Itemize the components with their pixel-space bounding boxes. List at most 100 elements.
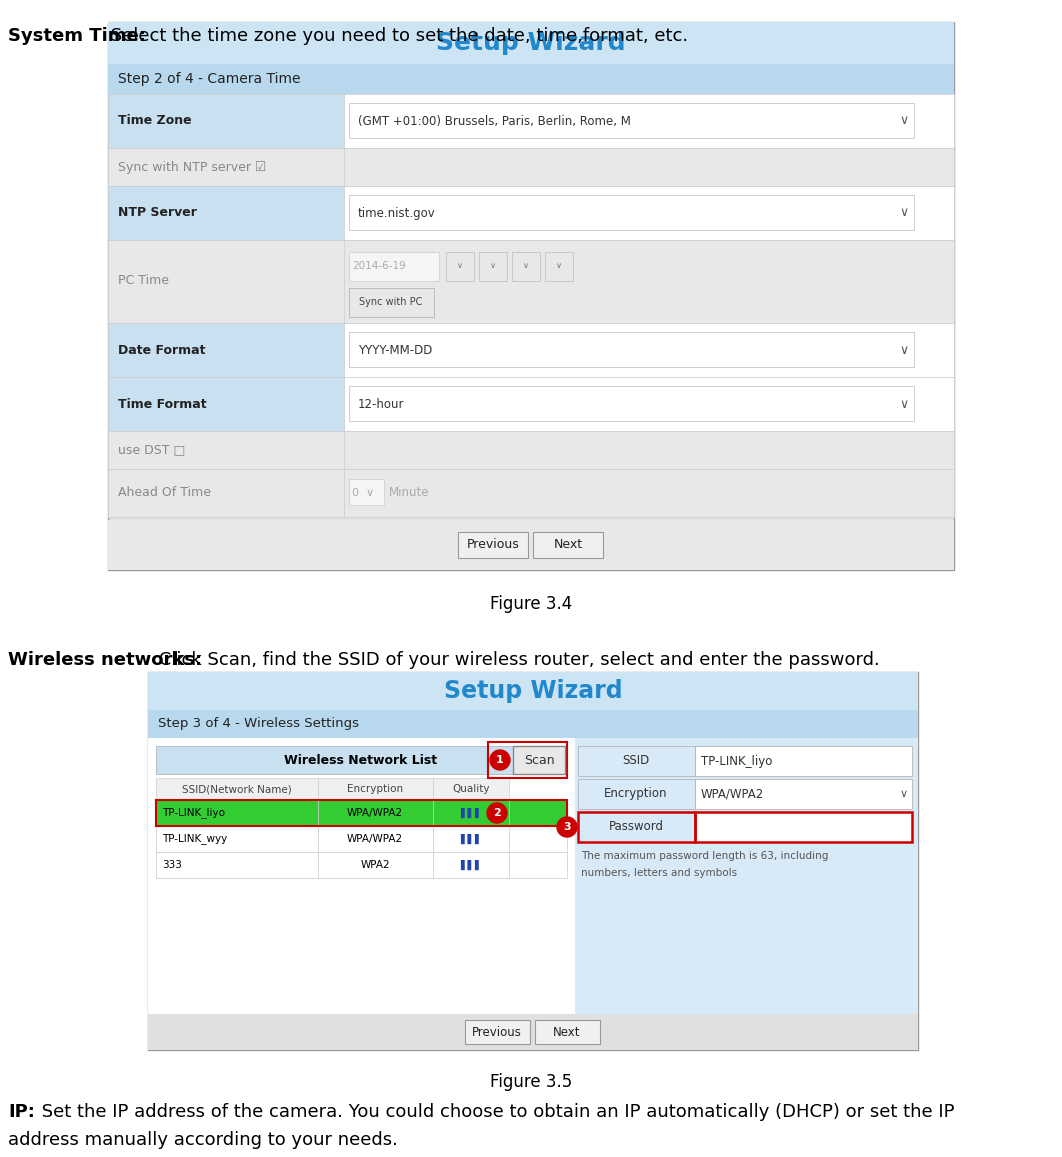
Bar <box>512 252 539 281</box>
Text: time.nist.gov: time.nist.gov <box>358 206 435 220</box>
Bar <box>108 323 954 377</box>
Text: numbers, letters and symbols: numbers, letters and symbols <box>581 868 737 878</box>
Text: Time Format: Time Format <box>118 398 207 411</box>
Text: ▌▌▌: ▌▌▌ <box>460 860 482 870</box>
Text: Password: Password <box>609 820 664 833</box>
Bar <box>695 812 912 842</box>
Text: Wireless networks:: Wireless networks: <box>8 651 202 669</box>
Text: Encryption: Encryption <box>347 784 404 794</box>
Bar <box>695 779 912 809</box>
Text: (GMT +01:00) Brussels, Paris, Berlin, Rome, M: (GMT +01:00) Brussels, Paris, Berlin, Ro… <box>358 115 631 127</box>
Bar <box>108 469 954 517</box>
Bar <box>318 826 433 852</box>
Bar <box>148 710 918 738</box>
Bar <box>156 826 567 852</box>
Bar <box>535 1020 600 1044</box>
Bar <box>349 103 914 138</box>
Text: SSID(Network Name): SSID(Network Name) <box>182 784 292 794</box>
Text: SSID: SSID <box>622 754 650 767</box>
Circle shape <box>490 750 510 771</box>
Text: WPA/WPA2: WPA/WPA2 <box>347 808 404 818</box>
Bar <box>108 148 344 186</box>
Text: 3: 3 <box>563 821 570 832</box>
Text: Time Zone: Time Zone <box>118 115 191 127</box>
Bar <box>108 377 954 432</box>
Bar <box>148 738 575 1014</box>
Bar <box>318 778 433 799</box>
Bar <box>108 239 954 323</box>
Text: ∨: ∨ <box>555 261 562 271</box>
Text: ∨: ∨ <box>900 115 909 127</box>
Bar <box>108 519 954 570</box>
Bar <box>156 852 567 878</box>
Bar <box>489 742 567 778</box>
Bar <box>156 852 318 878</box>
Text: Ahead Of Time: Ahead Of Time <box>118 486 211 500</box>
Bar <box>349 332 914 367</box>
Text: Scan: Scan <box>524 753 554 766</box>
Bar <box>108 186 344 239</box>
Bar <box>108 186 954 239</box>
Text: The maximum password length is 63, including: The maximum password length is 63, inclu… <box>581 852 828 861</box>
Text: Quality: Quality <box>452 784 490 794</box>
Text: Wireless Network List: Wireless Network List <box>285 753 438 766</box>
Bar <box>148 1014 918 1051</box>
Text: Date Format: Date Format <box>118 344 206 356</box>
Text: Sync with PC: Sync with PC <box>359 297 423 307</box>
Text: Set the IP address of the camera. You could choose to obtain an IP automatically: Set the IP address of the camera. You co… <box>36 1103 955 1121</box>
Bar <box>318 852 433 878</box>
Text: 0  ∨: 0 ∨ <box>352 488 374 498</box>
Bar <box>108 239 344 323</box>
Text: Click Scan, find the SSID of your wireless router, select and enter the password: Click Scan, find the SSID of your wirele… <box>153 651 879 669</box>
Bar <box>458 532 528 558</box>
Bar <box>156 746 567 774</box>
Bar <box>578 812 695 842</box>
Text: 12-hour: 12-hour <box>358 398 405 411</box>
Bar <box>533 532 603 558</box>
Text: ∨: ∨ <box>900 789 908 799</box>
Text: ∨: ∨ <box>900 344 909 356</box>
Text: Next: Next <box>553 1025 581 1039</box>
Text: Step 3 of 4 - Wireless Settings: Step 3 of 4 - Wireless Settings <box>158 717 359 730</box>
Text: Select the time zone you need to set the date, time,format, etc.: Select the time zone you need to set the… <box>105 27 688 45</box>
Text: Setup Wizard: Setup Wizard <box>436 31 626 56</box>
Text: Next: Next <box>553 538 583 552</box>
Text: ∨: ∨ <box>490 261 496 271</box>
Text: ∨: ∨ <box>457 261 463 271</box>
Bar <box>349 288 434 317</box>
Text: 1: 1 <box>496 756 503 765</box>
Bar <box>108 469 344 517</box>
Text: use DST □: use DST □ <box>118 443 185 457</box>
Bar <box>156 778 318 799</box>
Bar <box>349 479 384 504</box>
Text: Figure 3.4: Figure 3.4 <box>490 595 572 613</box>
Bar <box>156 799 318 826</box>
Bar <box>108 377 344 432</box>
Bar <box>433 799 509 826</box>
Text: WPA/WPA2: WPA/WPA2 <box>347 834 404 843</box>
Bar <box>465 1020 530 1044</box>
Text: Sync with NTP server ☑: Sync with NTP server ☑ <box>118 161 267 174</box>
Text: YYYY-MM-DD: YYYY-MM-DD <box>358 344 432 356</box>
Bar <box>108 148 954 186</box>
Bar <box>513 746 565 774</box>
Bar <box>578 812 695 842</box>
Bar <box>108 432 954 469</box>
Text: IP:: IP: <box>8 1103 35 1121</box>
Bar <box>108 432 344 469</box>
Bar <box>433 826 509 852</box>
Bar <box>695 746 912 776</box>
Text: WPA/WPA2: WPA/WPA2 <box>701 788 765 801</box>
Text: address manually according to your needs.: address manually according to your needs… <box>8 1132 398 1149</box>
Bar <box>156 799 567 826</box>
Text: ∨: ∨ <box>900 206 909 220</box>
Bar <box>108 22 954 64</box>
Bar <box>156 799 567 826</box>
Bar <box>108 323 344 377</box>
Text: Setup Wizard: Setup Wizard <box>444 679 622 703</box>
Text: System Time:: System Time: <box>8 27 145 45</box>
Bar <box>156 826 318 852</box>
Bar <box>108 64 954 94</box>
Bar <box>148 672 918 1051</box>
Bar <box>108 94 344 148</box>
